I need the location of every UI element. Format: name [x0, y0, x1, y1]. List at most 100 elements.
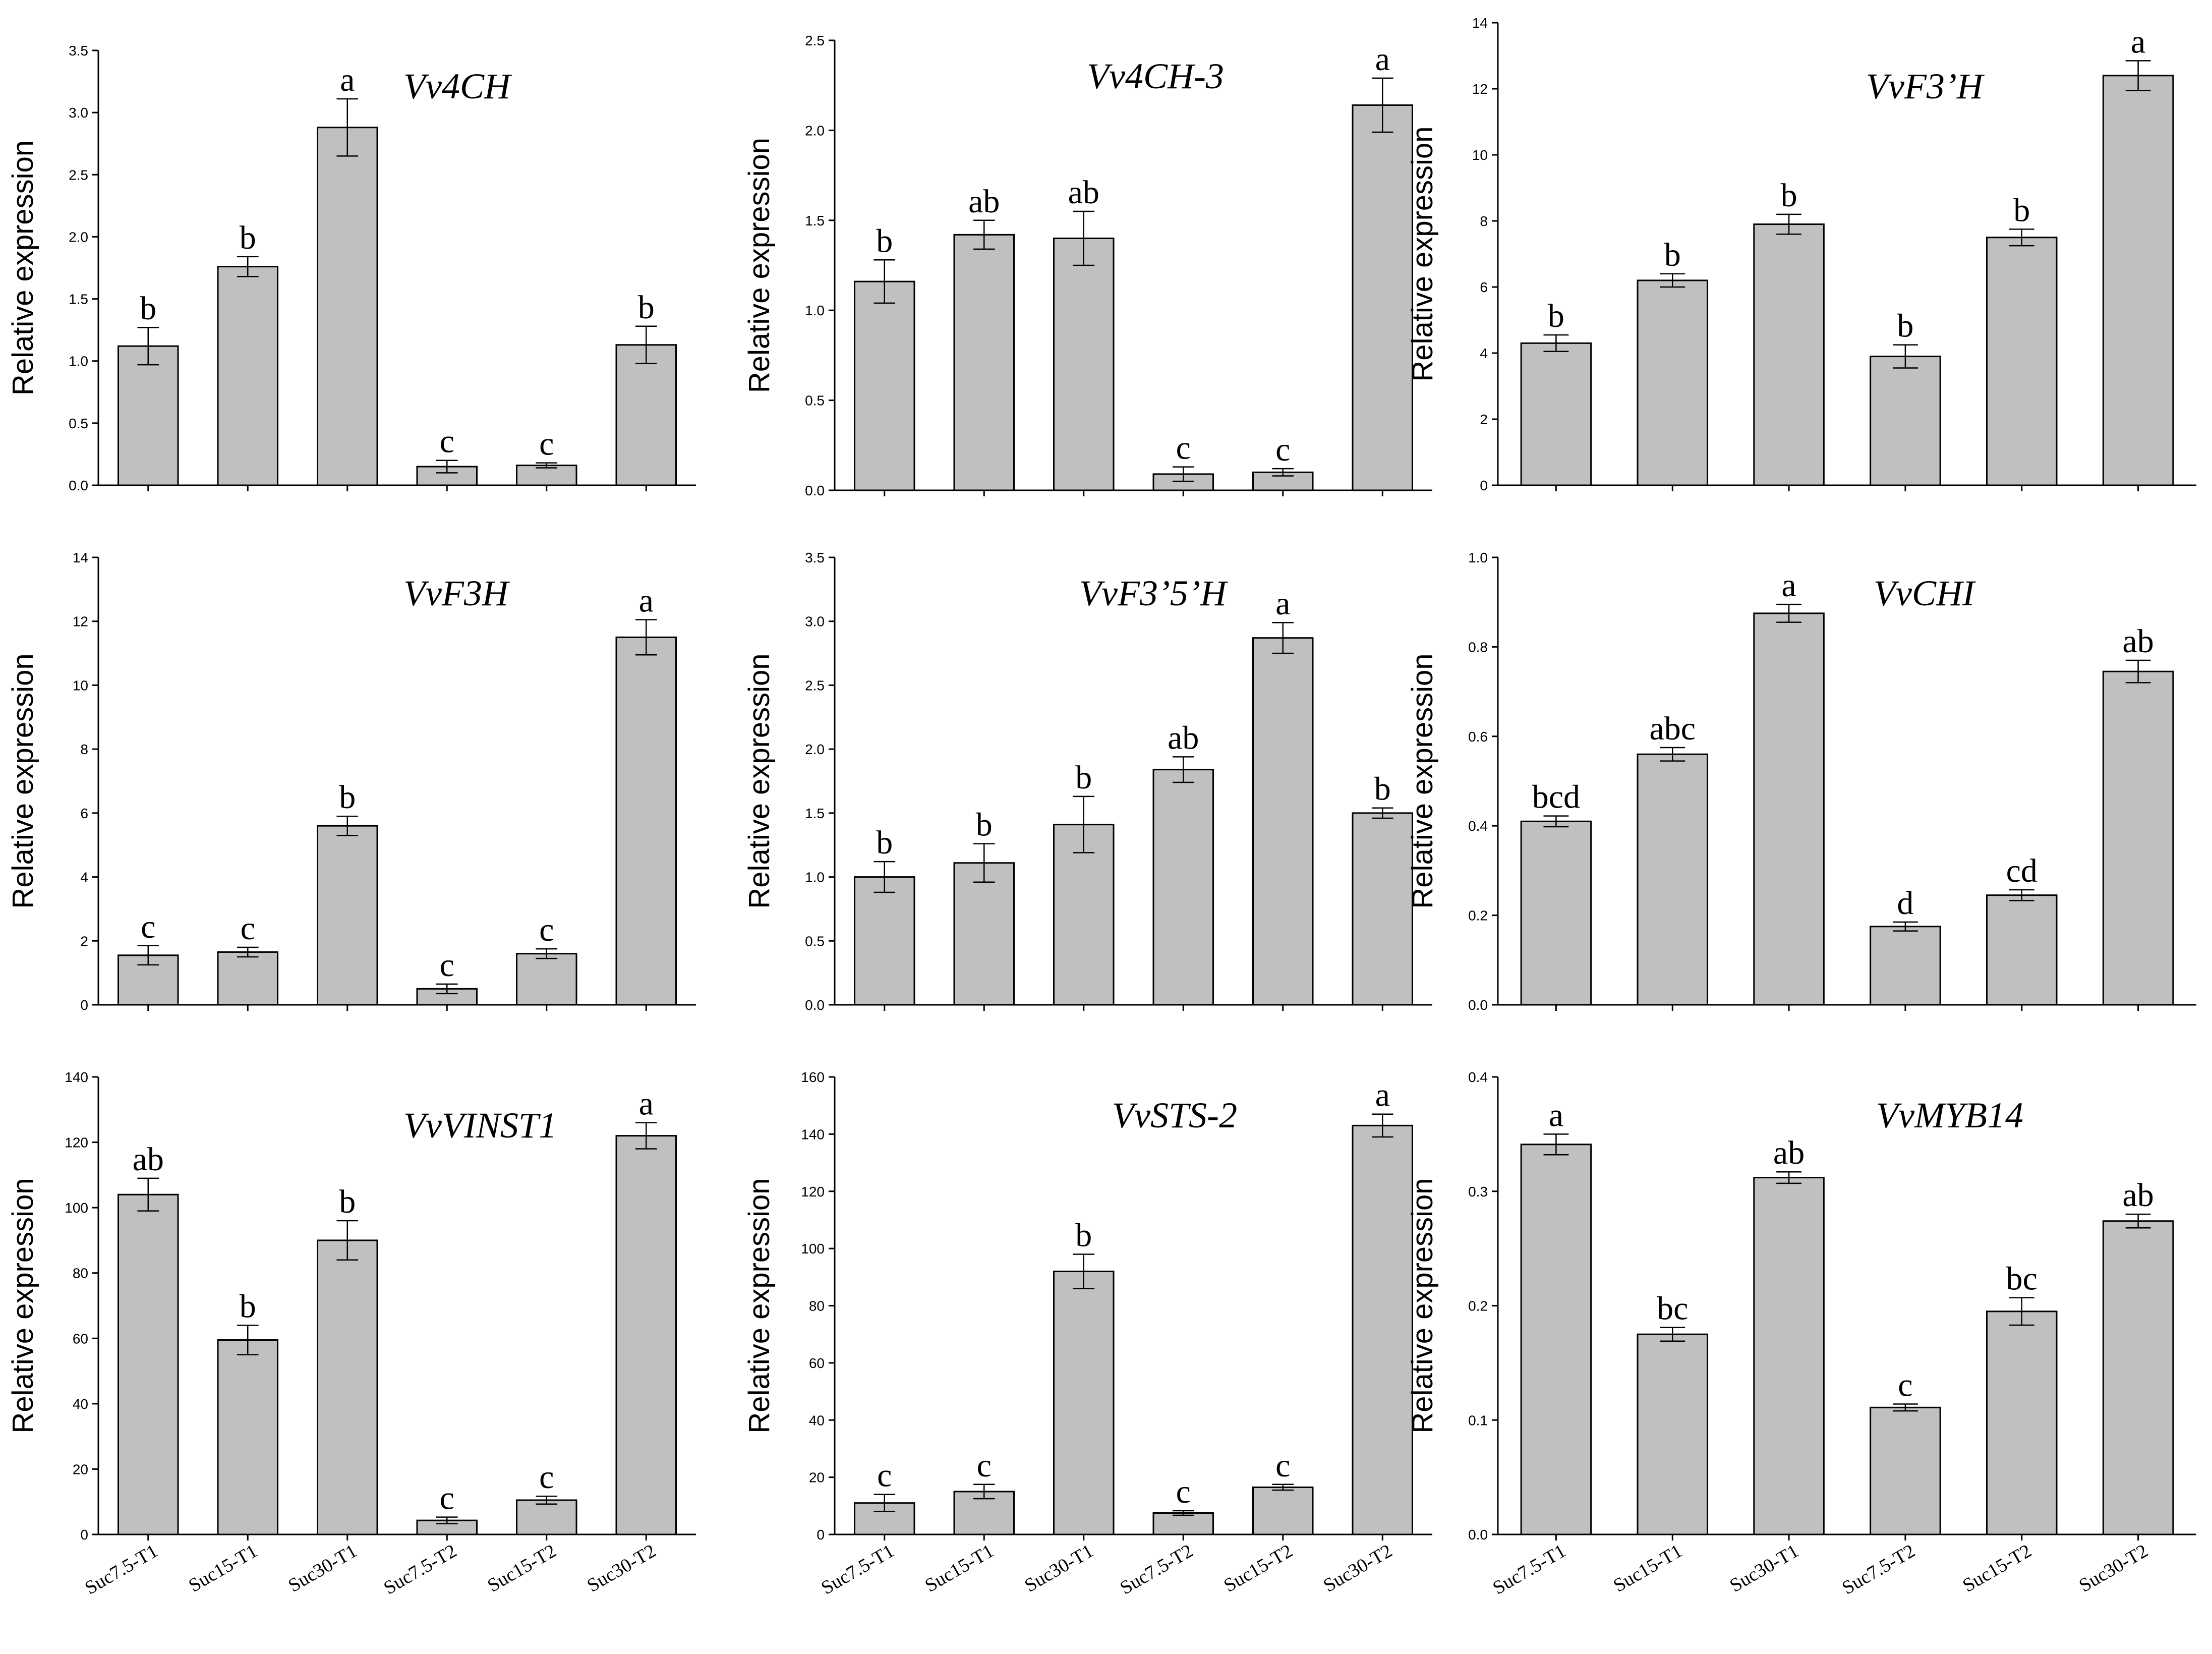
y-tick-label: 2.0: [805, 123, 825, 138]
x-category-label: Suc30-T1: [284, 1540, 361, 1596]
bar-Suc30-T1: [317, 127, 378, 486]
significance-label: b: [1897, 308, 1913, 345]
y-tick-label: 0.6: [1468, 729, 1488, 745]
y-tick-label: 0.3: [1468, 1184, 1488, 1200]
significance-label: a: [340, 62, 355, 98]
y-tick-label: 14: [1472, 15, 1488, 31]
significance-label: ab: [2122, 623, 2153, 660]
significance-label: a: [2131, 23, 2145, 60]
y-tick-label: 0.0: [1468, 997, 1488, 1013]
significance-label: ab: [1168, 719, 1199, 756]
y-tick-label: 8: [80, 742, 88, 757]
x-category-label: Suc15-T1: [1610, 1540, 1686, 1596]
chart-panel-2: 0.0 0.5 1.0 1.5 2.0 2.5 Relative expression Vv4…: [743, 33, 1432, 498]
y-tick-label: 8: [1480, 213, 1488, 229]
bar-Suc7.5-T2: [1870, 926, 1941, 1006]
bar-Suc30-T1: [1053, 237, 1115, 491]
bar-Suc7.5-T1: [118, 345, 179, 486]
gene-title: VvF3H: [403, 573, 510, 613]
significance-label: a: [1375, 1077, 1390, 1114]
y-axis-label: Relative expression: [743, 138, 776, 393]
y-tick-label: 1.0: [1468, 550, 1488, 565]
y-tick-label: 1.0: [805, 870, 825, 885]
y-tick-label: 1.0: [69, 354, 88, 369]
significance-label: c: [977, 1447, 992, 1484]
y-tick-label: 10: [73, 677, 88, 693]
significance-label: c: [539, 911, 554, 948]
significance-label: b: [140, 290, 156, 327]
bar-Suc15-T1: [953, 234, 1015, 491]
y-axis-label: Relative expression: [1406, 126, 1439, 381]
significance-label: b: [976, 807, 993, 843]
y-tick-label: 0.0: [69, 478, 88, 493]
significance-label: c: [1176, 430, 1191, 467]
bar-Suc30-T1: [317, 1239, 378, 1535]
bar-Suc15-T2: [1986, 1310, 2058, 1535]
y-tick-label: 0: [1480, 478, 1488, 493]
significance-label: ab: [133, 1141, 164, 1178]
bar-Suc30-T1: [1753, 1177, 1825, 1535]
y-tick-label: 140: [65, 1069, 88, 1085]
bar-Suc30-T2: [1352, 1124, 1413, 1535]
y-tick-label: 0: [80, 997, 88, 1013]
bar-Suc7.5-T1: [854, 280, 915, 491]
significance-label: c: [241, 910, 255, 947]
bar-Suc7.5-T1: [1520, 1144, 1592, 1535]
y-tick-label: 2.5: [805, 677, 825, 693]
bar-Suc15-T1: [1637, 753, 1708, 1006]
bar-Suc30-T2: [2102, 1220, 2174, 1535]
bar-Suc7.5-T1: [118, 1193, 179, 1535]
significance-label: bc: [1657, 1290, 1688, 1327]
significance-label: b: [1075, 759, 1092, 796]
bar-Suc15-T1: [953, 862, 1015, 1006]
bar-Suc15-T1: [217, 951, 278, 1006]
significance-label: b: [240, 1288, 256, 1325]
x-category-label: Suc30-T2: [1320, 1540, 1396, 1596]
significance-label: ab: [1773, 1134, 1804, 1171]
significance-label: c: [1275, 431, 1290, 468]
significance-label: c: [1176, 1473, 1191, 1510]
y-tick-label: 0.8: [1468, 639, 1488, 655]
y-tick-label: 40: [73, 1396, 88, 1412]
bar-Suc30-T2: [615, 344, 677, 486]
x-category-label: Suc15-T1: [185, 1540, 261, 1596]
y-tick-label: 12: [1472, 81, 1488, 97]
chart-panel-3: 0 2 4 6 8 10 12 14 Relative expression VvF3’H b b b b…: [1406, 15, 2196, 493]
y-axis-label: Relative expression: [1406, 1178, 1439, 1433]
y-tick-label: 2: [1480, 412, 1488, 427]
significance-label: b: [1374, 771, 1391, 808]
significance-label: c: [440, 947, 454, 984]
y-tick-label: 1.5: [805, 806, 825, 821]
y-axis-label: Relative expression: [7, 1178, 39, 1433]
significance-label: a: [1275, 585, 1290, 622]
bar-Suc30-T1: [1753, 612, 1825, 1006]
bar-Suc30-T2: [615, 636, 677, 1006]
y-tick-label: 0.2: [1468, 908, 1488, 924]
y-tick-label: 12: [73, 614, 88, 630]
significance-label: a: [639, 583, 654, 619]
y-tick-label: 0.5: [805, 933, 825, 949]
x-category-label: Suc15-T1: [921, 1540, 998, 1596]
y-tick-label: 1.5: [69, 292, 88, 307]
x-category-label: Suc30-T2: [2075, 1540, 2151, 1596]
x-category-label: Suc30-T1: [1726, 1540, 1802, 1596]
x-category-label: Suc30-T1: [1021, 1540, 1097, 1596]
y-tick-label: 6: [80, 806, 88, 821]
y-tick-label: 160: [801, 1069, 825, 1085]
y-tick-label: 6: [1480, 279, 1488, 295]
gene-title: Vv4CH: [403, 66, 512, 106]
y-axis-label: Relative expression: [7, 140, 39, 395]
significance-label: b: [1781, 177, 1797, 214]
bar-Suc30-T2: [1352, 812, 1413, 1006]
chart-panel-7: 0 20 40 60 80 100 120 140 Relative expression VvV…: [7, 1069, 696, 1599]
y-tick-label: 20: [73, 1461, 88, 1477]
y-tick-label: 2.0: [69, 229, 88, 245]
y-tick-label: 3.5: [805, 550, 825, 565]
significance-label: b: [1075, 1217, 1092, 1253]
bar-Suc7.5-T2: [1870, 356, 1941, 486]
x-category-label: Suc15-T2: [1959, 1540, 2035, 1596]
gene-title: VvMYB14: [1876, 1095, 2023, 1135]
bar-Suc30-T1: [317, 825, 378, 1006]
x-category-label: Suc7.5-T1: [81, 1540, 161, 1599]
